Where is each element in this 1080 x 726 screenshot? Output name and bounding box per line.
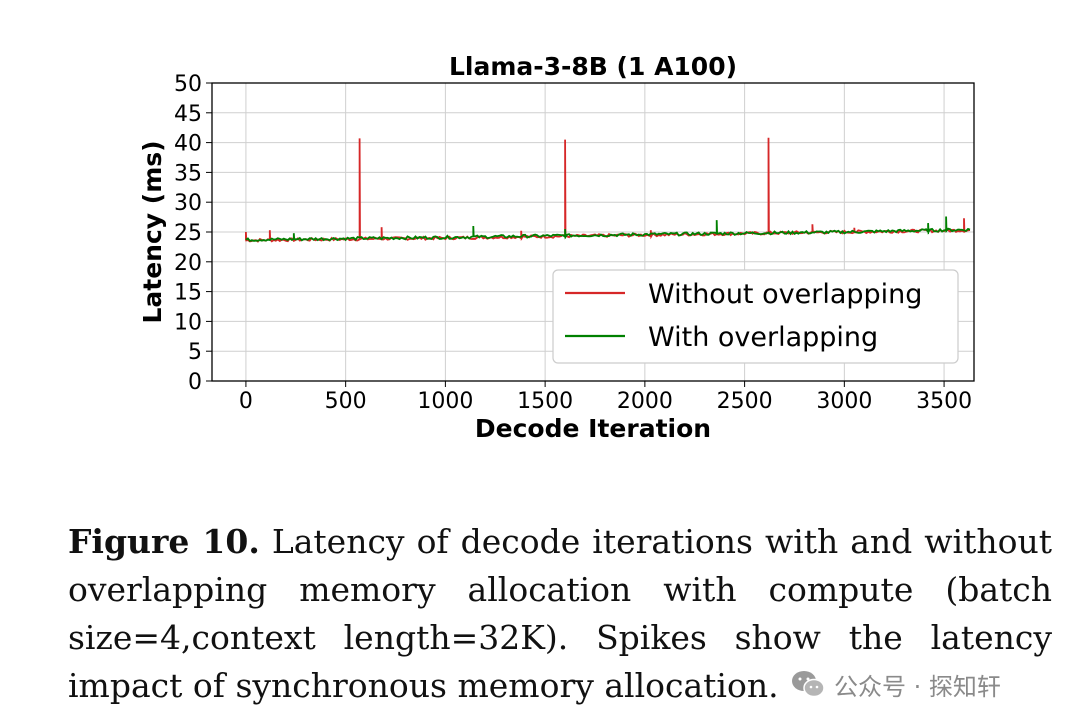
figure-caption: Figure 10. Latency of decode iterations … [68, 518, 1052, 710]
x-tick-label: 2500 [717, 389, 773, 414]
x-tick-label: 500 [325, 389, 367, 414]
watermark-text: 公众号 · 探知轩 [834, 672, 1001, 701]
y-tick-label: 35 [174, 161, 202, 186]
y-tick-label: 40 [174, 132, 202, 157]
y-tick-label: 5 [188, 340, 202, 365]
x-tick-labels: 0 500 1000 1500 2000 2500 3000 3500 [239, 381, 972, 414]
y-axis-label: Latency (ms) [138, 140, 167, 323]
legend: Without overlapping With overlapping [552, 269, 959, 364]
x-axis-label: Decode Iteration [475, 414, 711, 443]
figure-label: Figure 10. [68, 522, 260, 561]
legend-label-with: With overlapping [648, 322, 878, 353]
x-tick-label: 1500 [517, 389, 573, 414]
y-tick-label: 0 [188, 370, 202, 395]
chart-title: Llama-3-8B (1 A100) [449, 52, 737, 81]
watermark: 公众号 · 探知轩 [790, 664, 1001, 704]
x-tick-label: 3500 [916, 389, 972, 414]
y-tick-label: 20 [174, 251, 202, 276]
legend-label-without: Without overlapping [648, 279, 922, 310]
x-tick-label: 2000 [617, 389, 673, 414]
y-tick-label: 10 [174, 310, 202, 335]
series-line-1 [245, 216, 971, 242]
y-tick-label: 50 [174, 72, 202, 97]
legend-box [552, 269, 959, 364]
series-lines [245, 137, 971, 243]
y-tick-label: 45 [174, 102, 202, 127]
y-tick-label: 15 [174, 281, 202, 306]
series-line-0 [245, 137, 971, 243]
x-tick-label: 0 [239, 389, 253, 414]
x-tick-label: 1000 [417, 389, 473, 414]
y-tick-label: 30 [174, 191, 202, 216]
caption-text: Latency of decode iterations with and wi… [68, 522, 1052, 705]
latency-chart: Llama-3-8B (1 A100) 0 500 1000 1500 2000 2500… [138, 52, 975, 443]
wechat-icon [792, 671, 825, 698]
y-tick-labels: 0 5 10 15 20 25 30 35 40 45 50 [174, 72, 212, 395]
y-tick-label: 25 [174, 221, 202, 246]
x-tick-label: 3000 [816, 389, 872, 414]
